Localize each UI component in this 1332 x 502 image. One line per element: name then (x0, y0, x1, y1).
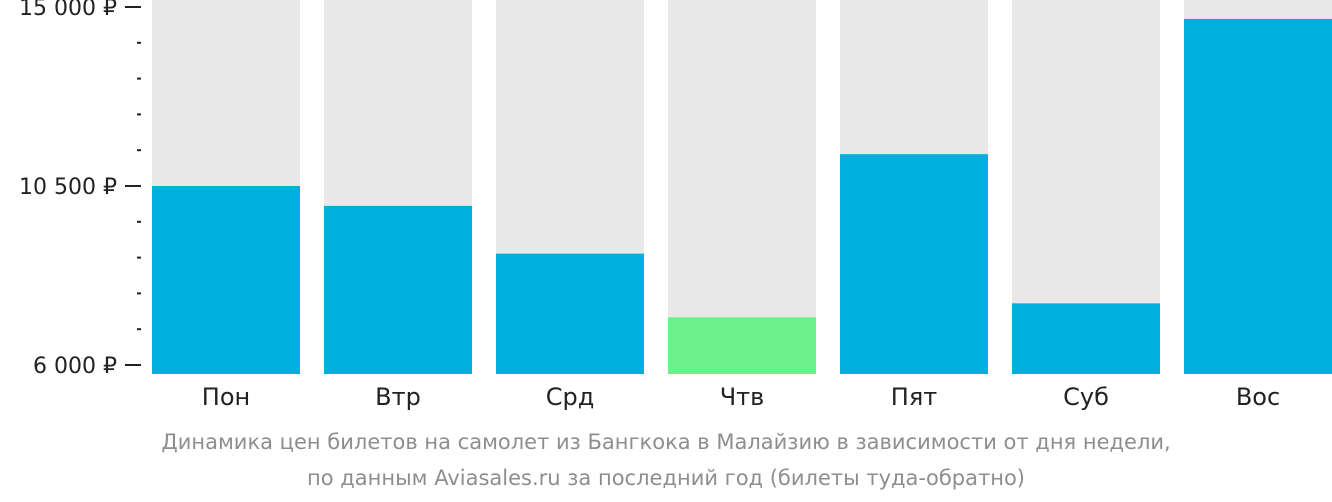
y-tick-label-2: 10 500 ₽ (19, 175, 117, 200)
chart-plot: Пон Втр Срд Чтв Пят Суб Вос 15 000 ₽ 10 500 ₽ 6 0… (19, 0, 1332, 411)
bar-6 (1012, 303, 1160, 374)
chart-caption-line-1: Динамика цен билетов на самолет из Бангк… (161, 430, 1171, 454)
x-tick-label-2: Втр (375, 383, 421, 411)
y-tick-label-1: 15 000 ₽ (19, 0, 117, 21)
bar-2 (324, 205, 472, 374)
x-tick-label-3: Срд (546, 383, 595, 411)
bar-7 (1184, 18, 1332, 375)
bar-background-4 (668, 0, 816, 374)
bar-5 (840, 154, 988, 374)
x-tick-label-7: Вос (1236, 383, 1280, 411)
bar-4 (668, 317, 816, 374)
y-tick-label-3: 6 000 ₽ (33, 354, 117, 379)
x-tick-label-5: Пят (891, 383, 937, 411)
chart-caption-line-2: по данным Aviasales.ru за последний год … (307, 466, 1025, 490)
x-tick-label-1: Пон (202, 383, 250, 411)
bar-1 (152, 186, 300, 374)
x-tick-label-4: Чтв (720, 383, 765, 411)
bar-3 (496, 253, 644, 374)
x-tick-label-6: Суб (1063, 383, 1109, 411)
